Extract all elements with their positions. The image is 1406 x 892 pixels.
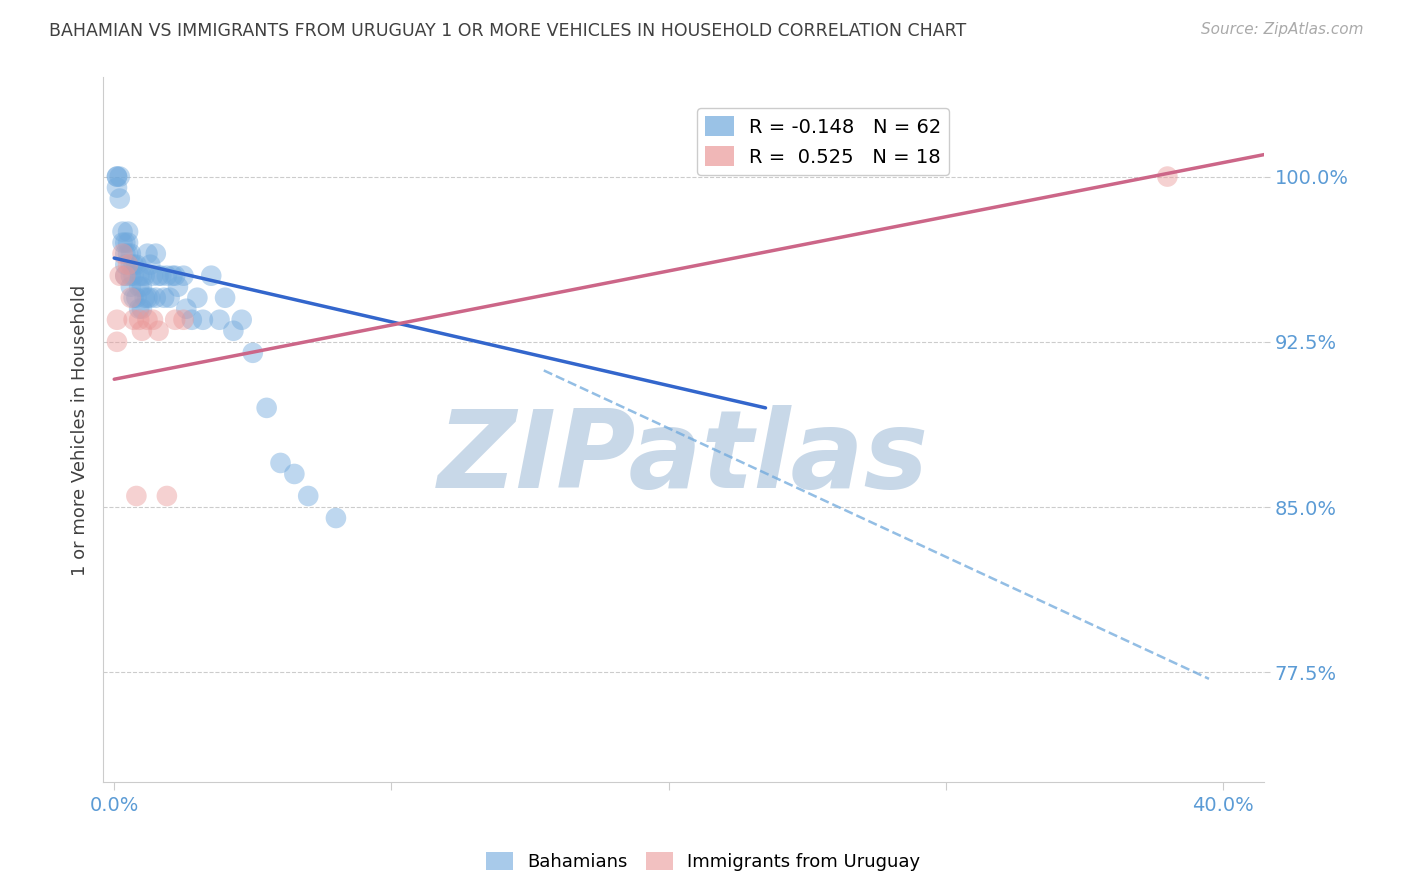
Point xyxy=(122,258,145,272)
Point xyxy=(156,489,179,503)
Point xyxy=(142,312,165,326)
Point xyxy=(120,246,142,260)
Point xyxy=(117,225,139,239)
Point xyxy=(283,467,305,481)
Point xyxy=(136,246,159,260)
Point xyxy=(105,169,128,184)
Point xyxy=(222,324,245,338)
Point xyxy=(131,301,153,316)
Point xyxy=(108,192,131,206)
Point xyxy=(297,489,319,503)
Point xyxy=(136,312,159,326)
Text: BAHAMIAN VS IMMIGRANTS FROM URUGUAY 1 OR MORE VEHICLES IN HOUSEHOLD CORRELATION : BAHAMIAN VS IMMIGRANTS FROM URUGUAY 1 OR… xyxy=(49,22,966,40)
Point xyxy=(173,268,195,283)
Point xyxy=(105,180,128,194)
Point xyxy=(114,268,136,283)
Point xyxy=(122,312,145,326)
Point xyxy=(231,312,253,326)
Point xyxy=(150,268,173,283)
Point xyxy=(105,169,128,184)
Point xyxy=(111,225,134,239)
Point xyxy=(270,456,292,470)
Point xyxy=(125,291,148,305)
Point xyxy=(131,279,153,293)
Point xyxy=(128,301,150,316)
Point xyxy=(256,401,278,415)
Point xyxy=(173,312,195,326)
Point xyxy=(325,511,347,525)
Point xyxy=(167,279,190,293)
Point xyxy=(148,268,170,283)
Point xyxy=(153,291,176,305)
Point xyxy=(134,268,156,283)
Legend: R = -0.148   N = 62, R =  0.525   N = 18: R = -0.148 N = 62, R = 0.525 N = 18 xyxy=(697,108,949,175)
Legend: Bahamians, Immigrants from Uruguay: Bahamians, Immigrants from Uruguay xyxy=(478,845,928,879)
Point xyxy=(105,312,128,326)
Point xyxy=(139,258,162,272)
Point xyxy=(128,312,150,326)
Point xyxy=(214,291,236,305)
Point xyxy=(159,291,181,305)
Point xyxy=(162,268,184,283)
Point xyxy=(114,246,136,260)
Point xyxy=(120,268,142,283)
Point xyxy=(125,258,148,272)
Point xyxy=(180,312,202,326)
Point xyxy=(142,268,165,283)
Point xyxy=(165,312,187,326)
Point xyxy=(128,279,150,293)
Point xyxy=(125,489,148,503)
Point xyxy=(108,169,131,184)
Point xyxy=(120,279,142,293)
Point xyxy=(139,291,162,305)
Point xyxy=(128,268,150,283)
Point xyxy=(117,246,139,260)
Point xyxy=(120,258,142,272)
Point xyxy=(145,291,167,305)
Point xyxy=(122,268,145,283)
Point xyxy=(111,246,134,260)
Point xyxy=(117,258,139,272)
Point xyxy=(174,301,197,316)
Point xyxy=(131,324,153,338)
Point xyxy=(148,324,170,338)
Point xyxy=(191,312,214,326)
Point xyxy=(108,268,131,283)
Point xyxy=(1156,169,1178,184)
Point xyxy=(134,291,156,305)
Point xyxy=(165,268,187,283)
Point xyxy=(105,334,128,349)
Point xyxy=(156,268,179,283)
Y-axis label: 1 or more Vehicles in Household: 1 or more Vehicles in Household xyxy=(72,285,89,575)
Point xyxy=(242,346,264,360)
Point xyxy=(131,268,153,283)
Point xyxy=(145,246,167,260)
Point xyxy=(200,268,222,283)
Point xyxy=(117,235,139,250)
Point xyxy=(208,312,231,326)
Point xyxy=(120,291,142,305)
Text: ZIPatlas: ZIPatlas xyxy=(439,405,929,511)
Point xyxy=(114,258,136,272)
Point xyxy=(114,268,136,283)
Text: Source: ZipAtlas.com: Source: ZipAtlas.com xyxy=(1201,22,1364,37)
Point xyxy=(111,235,134,250)
Point xyxy=(186,291,208,305)
Point xyxy=(114,235,136,250)
Point xyxy=(122,291,145,305)
Point xyxy=(136,291,159,305)
